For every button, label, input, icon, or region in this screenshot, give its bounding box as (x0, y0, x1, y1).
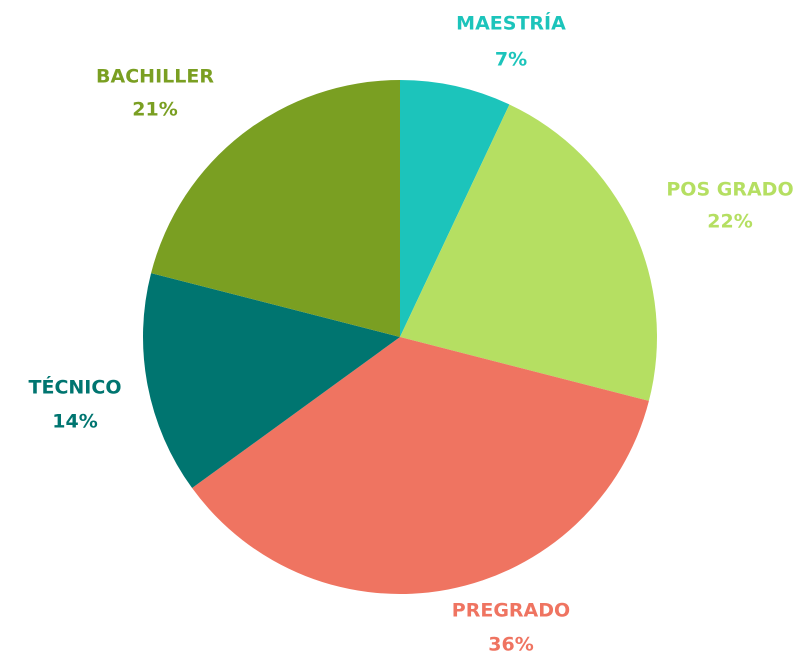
pie-slice (400, 104, 657, 401)
slice-label: POS GRADO (666, 179, 793, 201)
pie-slice (192, 337, 649, 594)
slice-value-label: 7% (495, 49, 527, 71)
slice-label: MAESTRÍA (456, 12, 566, 35)
slice-label: PREGRADO (452, 600, 570, 622)
slice-value-label: 14% (52, 411, 97, 433)
pie-slice (151, 80, 400, 337)
slice-value-label: 22% (707, 211, 752, 233)
pie-slice (143, 273, 400, 489)
slice-value-label: 36% (488, 634, 533, 656)
pie-slice (400, 80, 510, 337)
slice-label: BACHILLER (96, 66, 214, 88)
slice-value-label: 21% (132, 99, 177, 121)
slice-label: TÉCNICO (29, 376, 122, 399)
